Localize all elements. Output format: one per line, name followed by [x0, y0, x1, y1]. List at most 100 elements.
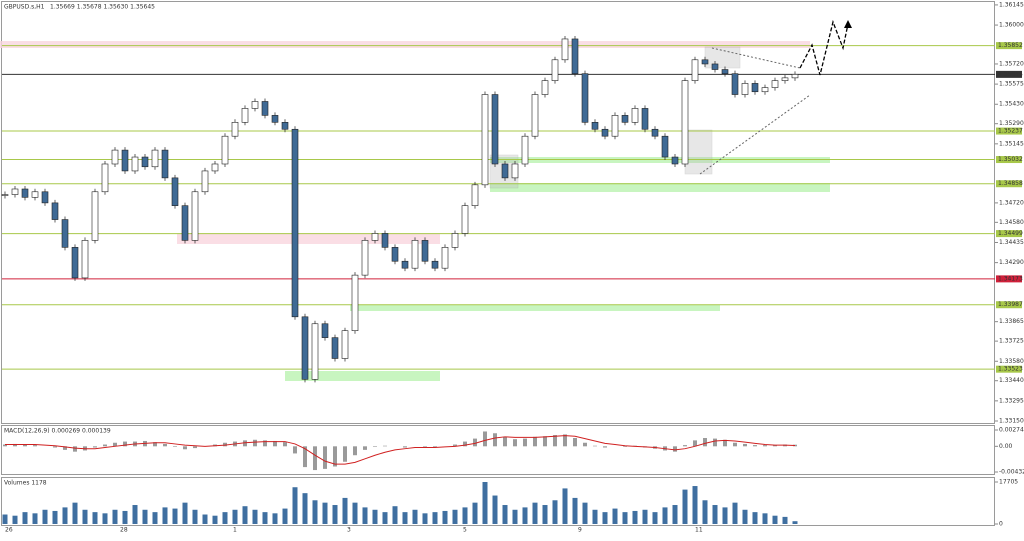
level-label-bg — [996, 127, 1022, 135]
volume-bar — [102, 513, 108, 524]
price-panel — [1, 1, 995, 424]
candle — [81, 240, 89, 279]
volume-bar — [752, 512, 758, 524]
y-tick-label: 1.33440 — [999, 377, 1024, 384]
resistance-zone — [0, 41, 810, 48]
y-tick-label: 1.33295 — [999, 397, 1024, 404]
volume-bar — [642, 509, 648, 524]
macd-bar — [173, 446, 177, 447]
volume-bar — [392, 506, 398, 524]
level-label-bg — [996, 180, 1022, 188]
level-label: 1.34173 — [998, 275, 1023, 282]
macd-bar — [753, 445, 757, 447]
volume-bar — [252, 509, 258, 524]
volume-bar — [172, 508, 178, 524]
forecast-path — [799, 19, 849, 76]
volume-title: Volumes 1178 — [4, 480, 47, 487]
y-tick-label: 1.34435 — [999, 239, 1024, 246]
level-label-bg — [996, 365, 1022, 373]
y-tick-label: 1.34720 — [999, 199, 1024, 206]
macd-bar — [463, 441, 467, 447]
volume-bar — [282, 508, 288, 524]
support-zone — [490, 183, 830, 192]
volume-bar — [422, 513, 428, 524]
macd-bar — [223, 442, 227, 447]
candle — [711, 63, 719, 70]
volume-bar — [592, 509, 598, 524]
volume-bar — [442, 510, 448, 524]
volume-bar — [792, 521, 798, 524]
volume-bar — [722, 507, 728, 524]
level-label-bg — [996, 301, 1022, 309]
macd-bar — [113, 442, 117, 447]
macd-bar — [273, 440, 277, 447]
level-label: 1.33523 — [998, 366, 1023, 373]
candle — [651, 128, 659, 137]
volume-bar — [402, 512, 408, 524]
macd-bar — [163, 443, 167, 447]
candle — [181, 205, 189, 241]
macd-bar — [423, 446, 427, 447]
volume-bar — [362, 507, 368, 524]
macd-bar — [343, 446, 347, 462]
candle — [271, 115, 279, 123]
candle — [341, 330, 349, 359]
y-tick-label: 1.35720 — [999, 60, 1024, 67]
level-label: 1.33987 — [998, 301, 1023, 308]
candle — [1, 194, 9, 196]
level-label-bg — [996, 230, 1022, 238]
volume-bar — [672, 505, 678, 524]
candle — [441, 247, 449, 269]
candle — [71, 247, 79, 279]
volume-bar — [322, 502, 328, 524]
candle — [421, 240, 429, 262]
macd-bar — [593, 445, 597, 447]
candle — [491, 94, 499, 165]
candle — [631, 108, 639, 123]
macd-bar — [33, 445, 37, 447]
volume-bar — [502, 505, 508, 524]
volume-bar — [482, 482, 488, 524]
candle — [251, 101, 259, 109]
macd-bar — [743, 443, 747, 447]
volume-bar — [372, 509, 378, 524]
y-tick-label: -0.004326 — [999, 469, 1024, 476]
macd-bar — [183, 446, 187, 450]
candle — [311, 323, 319, 380]
candle — [221, 135, 229, 165]
y-tick-label: 1.35430 — [999, 101, 1024, 108]
candle — [51, 202, 59, 220]
candle — [521, 135, 529, 165]
volume-bar — [522, 507, 528, 524]
y-tick-label: 0 — [999, 521, 1003, 528]
candle — [401, 260, 409, 269]
macd-bar — [353, 446, 357, 456]
volume-bar — [552, 500, 558, 524]
volume-bar — [452, 509, 458, 524]
y-tick-label: 1.34580 — [999, 219, 1024, 226]
level-label-bg — [996, 70, 1022, 78]
volume-bar — [112, 509, 118, 524]
macd-bar — [363, 446, 367, 450]
macd-bar — [763, 445, 767, 447]
candle — [611, 115, 619, 137]
volume-bar — [12, 515, 18, 524]
volume-bar — [582, 502, 588, 524]
macd-bar — [73, 446, 77, 452]
volume-bar — [152, 512, 158, 524]
candle — [511, 163, 519, 179]
volume-bar — [302, 493, 308, 524]
level-label-bg — [996, 156, 1022, 164]
volume-bar — [262, 512, 268, 524]
candle — [661, 135, 669, 158]
support-zone — [285, 371, 440, 381]
macd-bar — [773, 445, 777, 447]
macd-bar — [693, 440, 697, 447]
macd-bar — [23, 444, 27, 447]
macd-bar — [193, 446, 197, 449]
volume-bar — [52, 510, 58, 524]
y-tick-label: 1.33725 — [999, 338, 1024, 345]
support-zone — [350, 305, 720, 311]
macd-bar — [123, 441, 127, 447]
